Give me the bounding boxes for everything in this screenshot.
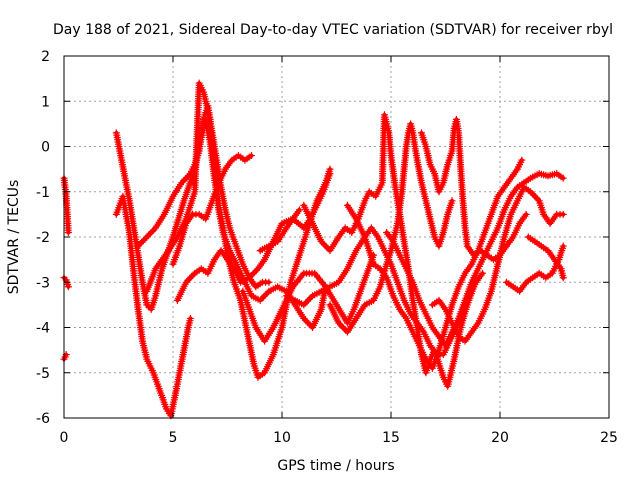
y-tick-label: -6: [36, 411, 50, 427]
series-markers-trace-5: [112, 192, 194, 420]
series-markers-trace-20: [524, 233, 567, 282]
series-markers-trace-19: [503, 242, 567, 295]
series-markers-trace-3: [60, 351, 70, 363]
x-tick-label: 20: [491, 430, 509, 446]
series-markers-trace-8: [169, 152, 255, 268]
chart-title: Day 188 of 2021, Sidereal Day-to-day VTE…: [53, 22, 613, 38]
x-tick-label: 15: [382, 430, 400, 446]
x-axis-label: GPS time / hours: [277, 458, 394, 474]
series-markers-trace-14: [326, 120, 456, 336]
series-markers-trace-11: [256, 206, 303, 255]
series-markers-trace-9: [173, 170, 334, 304]
y-tick-label: -2: [36, 230, 50, 246]
y-axis-label: SDTVAR / TECUs: [6, 180, 22, 295]
data-series: [60, 79, 567, 420]
y-tick-label: 1: [41, 94, 50, 110]
series-markers-trace-17: [418, 115, 530, 264]
series-markers-trace-10: [239, 251, 378, 345]
y-tick-label: 2: [41, 49, 50, 65]
series-markers-trace-18: [428, 183, 567, 345]
axes: 0 5 10 15 20 25 -6 -5 -4 -3 -2 -1 0 1 2: [36, 49, 618, 446]
x-tick-label: 5: [169, 430, 178, 446]
series-markers-trace-7: [143, 79, 273, 295]
y-tick-label: 0: [41, 140, 50, 156]
series-markers-trace-15: [343, 156, 526, 372]
series-markers-trace-16: [383, 170, 567, 350]
y-tick-label: -3: [36, 275, 50, 291]
y-tick-label: -1: [36, 185, 50, 201]
x-tick-label: 10: [273, 430, 291, 446]
series-markers-trace-13: [300, 111, 478, 390]
x-tick-label: 0: [60, 430, 69, 446]
y-tick-label: -5: [36, 366, 50, 382]
y-tick-label: -4: [36, 321, 50, 337]
x-tick-label: 25: [600, 430, 618, 446]
